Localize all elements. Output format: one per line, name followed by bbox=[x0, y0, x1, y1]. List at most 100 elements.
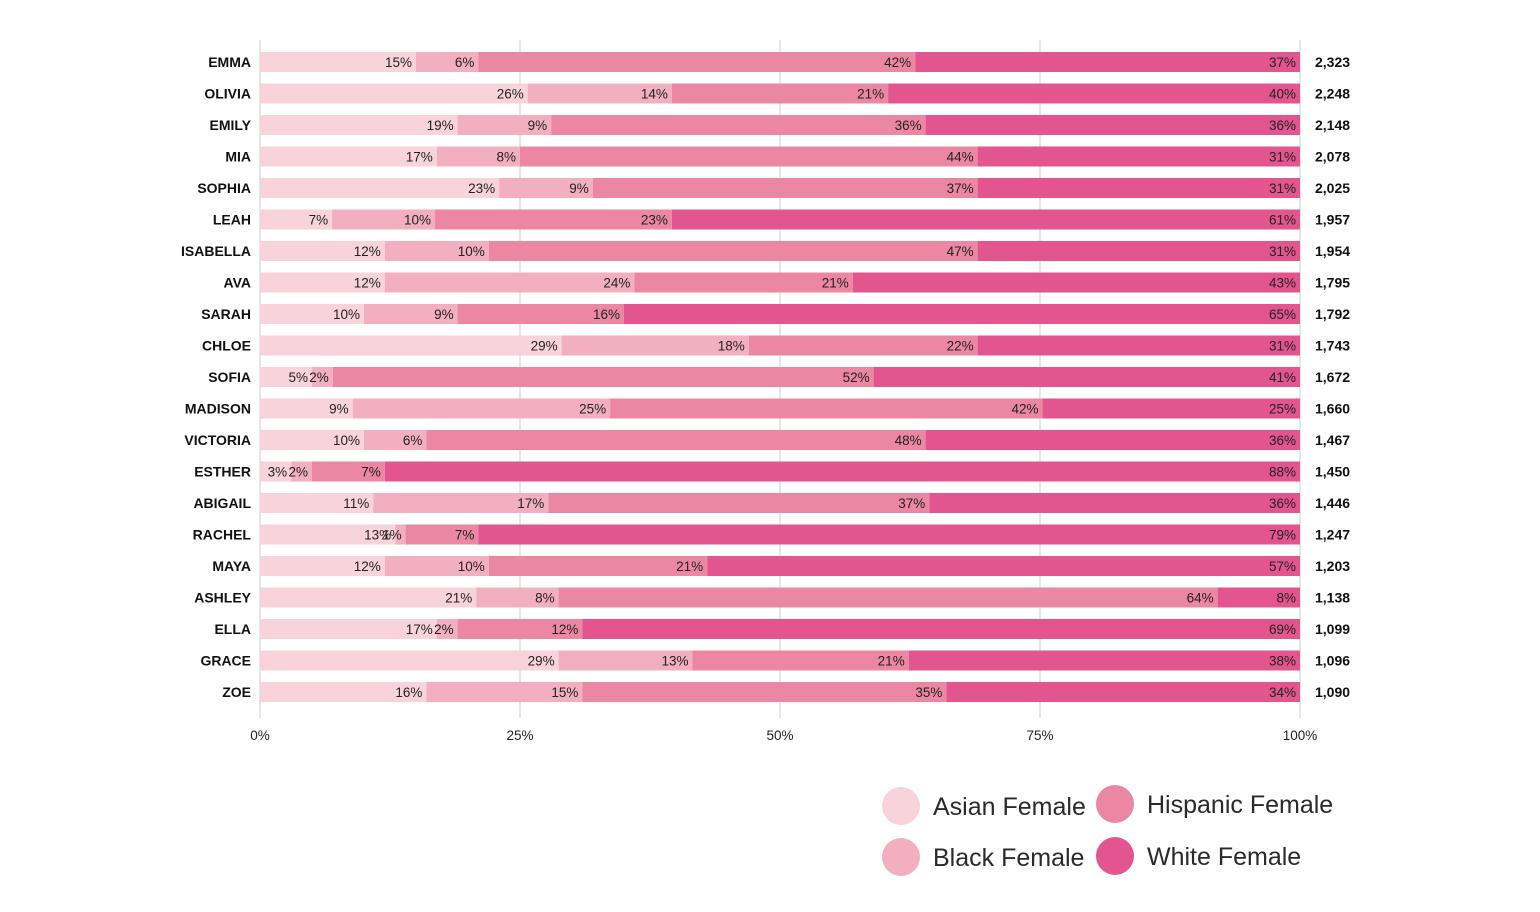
data-label: 41% bbox=[1269, 370, 1296, 385]
bar-segment-white-female bbox=[888, 83, 1300, 104]
bar-segment-black-female bbox=[416, 52, 479, 72]
data-label: 36% bbox=[1269, 496, 1296, 511]
bar-segment-asian-female bbox=[260, 241, 385, 261]
data-label: 2% bbox=[309, 370, 329, 385]
x-tick-label: 75% bbox=[1026, 728, 1053, 743]
data-label: 14% bbox=[641, 87, 668, 102]
total-label: 1,957 bbox=[1315, 212, 1350, 228]
bar-segment-white-female bbox=[1217, 587, 1300, 608]
data-label: 42% bbox=[884, 55, 911, 70]
bar-segment-white-female bbox=[977, 146, 1300, 167]
bar-segment-black-female bbox=[436, 146, 520, 167]
category-label: OLIVIA bbox=[204, 86, 251, 102]
data-label: 23% bbox=[641, 213, 668, 228]
data-label: 52% bbox=[843, 370, 870, 385]
data-label: 21% bbox=[878, 654, 905, 669]
bar-segment-asian-female bbox=[260, 335, 562, 356]
data-label: 12% bbox=[354, 244, 381, 259]
bar-segment-white-female bbox=[707, 556, 1300, 576]
data-label: 37% bbox=[898, 496, 925, 511]
data-label: 31% bbox=[1269, 150, 1296, 165]
bar-segment-asian-female bbox=[260, 115, 458, 135]
legend-item: Asian Female bbox=[882, 787, 1086, 825]
legend-item: Black Female bbox=[882, 838, 1084, 876]
bar-segment-asian-female bbox=[260, 556, 385, 576]
category-label: MAYA bbox=[212, 558, 251, 574]
data-label: 10% bbox=[458, 559, 485, 574]
category-label: ISABELLA bbox=[181, 243, 251, 259]
bar-segment-hispanic-female bbox=[457, 619, 583, 639]
bar-segment-asian-female bbox=[260, 209, 333, 230]
data-label: 12% bbox=[354, 276, 381, 291]
bar-segment-white-female bbox=[915, 52, 1300, 72]
data-label: 31% bbox=[1269, 339, 1296, 354]
data-label: 88% bbox=[1269, 465, 1296, 480]
bar-segment-hispanic-female bbox=[488, 241, 978, 261]
category-label: EMILY bbox=[210, 117, 252, 133]
bar-segment-hispanic-female bbox=[312, 461, 385, 482]
data-label: 43% bbox=[1269, 276, 1296, 291]
legend-label: White Female bbox=[1147, 843, 1301, 871]
category-label: ESTHER bbox=[194, 464, 251, 480]
legend-swatch bbox=[882, 838, 920, 876]
data-label: 37% bbox=[947, 181, 974, 196]
bar-segment-hispanic-female bbox=[548, 493, 930, 513]
category-label: MIA bbox=[225, 149, 251, 165]
data-label: 21% bbox=[676, 559, 703, 574]
category-label: RACHEL bbox=[193, 527, 252, 543]
data-label: 57% bbox=[1269, 559, 1296, 574]
bar-segment-white-female bbox=[929, 493, 1300, 513]
x-tick-label: 25% bbox=[506, 728, 533, 743]
legend-item: Hispanic Female bbox=[1096, 785, 1333, 823]
total-label: 1,467 bbox=[1315, 432, 1350, 448]
bar-segment-asian-female bbox=[260, 398, 353, 419]
data-label: 38% bbox=[1269, 654, 1296, 669]
category-label: ABIGAIL bbox=[193, 495, 251, 511]
total-label: 2,078 bbox=[1315, 149, 1350, 165]
bar-segment-hispanic-female bbox=[634, 272, 853, 293]
data-label: 10% bbox=[458, 244, 485, 259]
data-label: 11% bbox=[343, 496, 369, 511]
data-label: 23% bbox=[468, 181, 495, 196]
bar-segment-hispanic-female bbox=[488, 556, 708, 576]
total-label: 2,025 bbox=[1315, 180, 1350, 196]
data-label: 12% bbox=[354, 559, 381, 574]
bar-segment-hispanic-female bbox=[671, 83, 889, 104]
bar-segment-asian-female bbox=[260, 619, 437, 639]
bar-segment-black-female bbox=[476, 587, 559, 608]
bar-segment-white-female bbox=[908, 650, 1300, 671]
data-label: 7% bbox=[455, 528, 475, 543]
category-label: ELLA bbox=[214, 621, 251, 637]
bar-segment-black-female bbox=[395, 524, 406, 545]
bars bbox=[260, 52, 1300, 702]
data-label: 29% bbox=[531, 339, 558, 354]
bar-segment-asian-female bbox=[260, 461, 292, 482]
bar-segment-hispanic-female bbox=[478, 52, 916, 72]
data-label: 8% bbox=[496, 150, 516, 165]
total-label: 1,099 bbox=[1315, 621, 1350, 637]
bar-segment-white-female bbox=[582, 619, 1300, 639]
data-label: 37% bbox=[1269, 55, 1296, 70]
bar-segment-hispanic-female bbox=[520, 146, 978, 167]
data-label: 61% bbox=[1269, 213, 1296, 228]
bar-segment-hispanic-female bbox=[435, 209, 672, 230]
data-label: 24% bbox=[603, 276, 630, 291]
bar-segment-black-female bbox=[312, 367, 333, 387]
bar-segment-white-female bbox=[1042, 398, 1300, 419]
bar-segment-black-female bbox=[558, 650, 693, 671]
bar-segment-hispanic-female bbox=[582, 682, 947, 702]
bar-segment-black-female bbox=[384, 556, 489, 576]
total-label: 1,247 bbox=[1315, 527, 1350, 543]
bar-segment-black-female bbox=[499, 178, 593, 198]
bar-segment-white-female bbox=[852, 272, 1300, 293]
total-label: 1,450 bbox=[1315, 464, 1350, 480]
bar-segment-asian-female bbox=[260, 304, 364, 324]
data-label: 17% bbox=[517, 496, 544, 511]
x-tick-label: 0% bbox=[250, 728, 270, 743]
data-label: 10% bbox=[333, 307, 360, 322]
data-label: 9% bbox=[569, 181, 589, 196]
bar-segment-hispanic-female bbox=[592, 178, 978, 198]
category-label: MADISON bbox=[185, 401, 251, 417]
data-label: 69% bbox=[1269, 622, 1296, 637]
